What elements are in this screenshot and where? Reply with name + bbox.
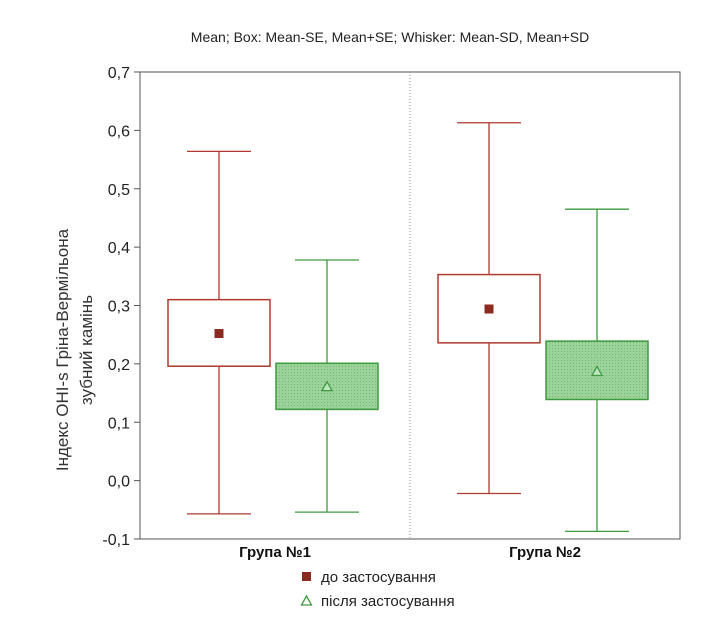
y-tick-label: 0,0 xyxy=(108,474,130,491)
y-axis-label-line-2: зубний камінь xyxy=(77,295,96,405)
box-before-group-1 xyxy=(167,150,271,515)
y-axis-ticks: -0,1 0,0 0,1 0,2 0,3 0,4 0,5 0,6 0,7 xyxy=(102,65,140,549)
y-axis-label: Індекс OHI-s Гріна-Вермільона зубний кам… xyxy=(53,228,96,471)
legend-marker-triangle xyxy=(300,594,313,606)
x-category-label: Група №1 xyxy=(239,544,311,561)
mean-marker xyxy=(214,329,224,339)
legend: до застосування після застосування xyxy=(300,569,455,610)
y-tick-label: 0,1 xyxy=(108,415,130,432)
mean-marker xyxy=(590,365,604,377)
x-category-label: Група №2 xyxy=(509,544,581,561)
y-tick-label: 0,2 xyxy=(108,357,130,374)
mean-marker xyxy=(320,380,334,392)
y-tick-label: 0,5 xyxy=(108,182,130,199)
box-after-group-1 xyxy=(275,259,379,513)
y-tick-label: 0,7 xyxy=(108,65,130,82)
legend-label-before: до застосування xyxy=(321,569,436,586)
box-rect xyxy=(437,273,541,344)
y-tick-label: 0,4 xyxy=(108,240,130,257)
y-tick-label: 0,3 xyxy=(108,299,130,316)
x-axis-categories: Група №1 Група №2 xyxy=(239,544,581,561)
legend-label-after: після застосування xyxy=(321,593,455,610)
legend-marker-square xyxy=(302,572,311,581)
chart-title: Mean; Box: Mean-SE, Mean+SE; Whisker: Me… xyxy=(191,29,589,45)
y-tick-label: 0,6 xyxy=(108,123,130,140)
mean-marker xyxy=(484,304,494,314)
y-axis-label-line-1: Індекс OHI-s Гріна-Вермільона xyxy=(53,228,72,471)
box-after-group-2 xyxy=(545,208,649,533)
box-series xyxy=(167,122,649,533)
y-tick-label: -0,1 xyxy=(102,532,130,549)
box-before-group-2 xyxy=(437,122,541,495)
